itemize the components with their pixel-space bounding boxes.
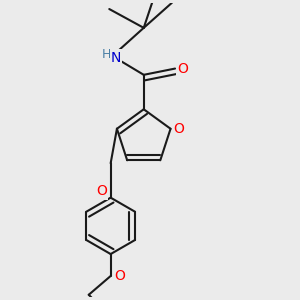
Text: O: O bbox=[173, 122, 184, 136]
Text: H: H bbox=[102, 48, 112, 61]
Text: O: O bbox=[178, 61, 188, 76]
Text: N: N bbox=[111, 51, 122, 64]
Text: O: O bbox=[114, 269, 125, 283]
Text: O: O bbox=[97, 184, 107, 198]
